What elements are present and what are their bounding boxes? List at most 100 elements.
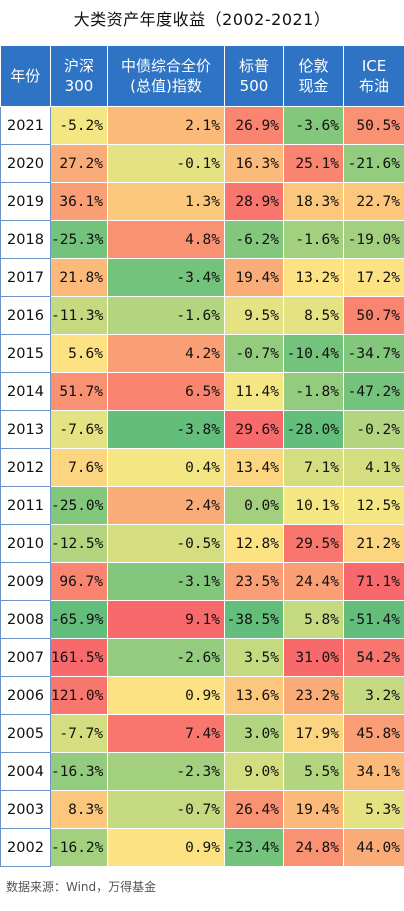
value-cell: 4.2% (107, 334, 225, 373)
value-cell: 5.6% (50, 334, 108, 373)
column-header-line: 布油 (358, 77, 389, 95)
value-cell: -16.3% (50, 752, 108, 791)
table-row: 2006 121.0% 0.9% 13.6% 23.2% 3.2% (0, 676, 404, 715)
table-row: 2016 -11.3% -1.6% 9.5% 8.5% 50.7% (0, 296, 404, 335)
value-cell: 7.1% (283, 448, 344, 487)
value-cell: 24.8% (283, 828, 344, 867)
year-cell: 2007 (0, 638, 51, 677)
value-cell: 0.9% (107, 676, 225, 715)
header-row: 年份 沪深 300 中债综合全价 (总值)指数 标普 500 伦敦 现金 ICE 布油 (0, 46, 404, 107)
value-cell: 5.5% (283, 752, 344, 791)
value-cell: 10.1% (283, 486, 344, 525)
value-cell: -65.9% (50, 600, 108, 639)
year-cell: 2012 (0, 448, 51, 487)
column-header: 中债综合全价 (总值)指数 (107, 46, 225, 107)
value-cell: 50.5% (343, 106, 404, 145)
value-cell: 3.0% (224, 714, 284, 753)
column-header-line: 沪深 (63, 57, 94, 75)
value-cell: -0.5% (107, 524, 225, 563)
year-cell: 2010 (0, 524, 51, 563)
table-row: 2005 -7.7% 7.4% 3.0% 17.9% 45.8% (0, 714, 404, 753)
value-cell: 2.1% (107, 106, 225, 145)
table-row: 2009 96.7% -3.1% 23.5% 24.4% 71.1% (0, 562, 404, 601)
value-cell: 161.5% (50, 638, 108, 677)
year-cell: 2018 (0, 220, 51, 259)
year-cell: 2005 (0, 714, 51, 753)
table-row: 2017 21.8% -3.4% 19.4% 13.2% 17.2% (0, 258, 404, 297)
value-cell: 51.7% (50, 372, 108, 411)
year-cell: 2016 (0, 296, 51, 335)
year-cell: 2017 (0, 258, 51, 297)
value-cell: 12.8% (224, 524, 284, 563)
table-body: 2021 -5.2% 2.1% 26.9% -3.6% 50.5% 2020 27.2% -0.… (0, 106, 404, 867)
value-cell: 13.2% (283, 258, 344, 297)
table-row: 2012 7.6% 0.4% 13.4% 7.1% 4.1% (0, 448, 404, 487)
value-cell: 29.6% (224, 410, 284, 449)
value-cell: 4.8% (107, 220, 225, 259)
value-cell: -11.3% (50, 296, 108, 335)
value-cell: 24.4% (283, 562, 344, 601)
value-cell: 2.4% (107, 486, 225, 525)
value-cell: 45.8% (343, 714, 404, 753)
table-row: 2020 27.2% -0.1% 16.3% 25.1% -21.6% (0, 144, 404, 183)
value-cell: 16.3% (224, 144, 284, 183)
value-cell: 21.8% (50, 258, 108, 297)
table-row: 2015 5.6% 4.2% -0.7% -10.4% -34.7% (0, 334, 404, 373)
value-cell: 50.7% (343, 296, 404, 335)
value-cell: -38.5% (224, 600, 284, 639)
value-cell: -16.2% (50, 828, 108, 867)
value-cell: -2.3% (107, 752, 225, 791)
value-cell: -7.7% (50, 714, 108, 753)
value-cell: -3.6% (283, 106, 344, 145)
column-header: 沪深 300 (50, 46, 108, 107)
year-cell: 2019 (0, 182, 51, 221)
chart-title: 大类资产年度收益（2002-2021） (73, 10, 331, 29)
table-row: 2013 -7.6% -3.8% 29.6% -28.0% -0.2% (0, 410, 404, 449)
value-cell: 18.3% (283, 182, 344, 221)
value-cell: -7.6% (50, 410, 108, 449)
value-cell: -3.8% (107, 410, 225, 449)
column-header-line: 中债综合全价 (120, 57, 211, 75)
value-cell: 3.2% (343, 676, 404, 715)
value-cell: 36.1% (50, 182, 108, 221)
value-cell: 0.0% (224, 486, 284, 525)
value-cell: 121.0% (50, 676, 108, 715)
value-cell: 12.5% (343, 486, 404, 525)
value-cell: 9.5% (224, 296, 284, 335)
value-cell: 31.0% (283, 638, 344, 677)
value-cell: 22.7% (343, 182, 404, 221)
column-header-line: 年份 (10, 67, 41, 85)
value-cell: 25.1% (283, 144, 344, 183)
value-cell: -19.0% (343, 220, 404, 259)
source-note: 数据来源：Wind，万得基金 (6, 880, 157, 894)
value-cell: -5.2% (50, 106, 108, 145)
value-cell: 13.6% (224, 676, 284, 715)
value-cell: -6.2% (224, 220, 284, 259)
column-header-line: 300 (64, 77, 94, 95)
value-cell: -10.4% (283, 334, 344, 373)
value-cell: 7.4% (107, 714, 225, 753)
value-cell: 4.1% (343, 448, 404, 487)
value-cell: 21.2% (343, 524, 404, 563)
value-cell: 71.1% (343, 562, 404, 601)
value-cell: 8.3% (50, 790, 108, 829)
value-cell: 26.9% (224, 106, 284, 145)
table-row: 2021 -5.2% 2.1% 26.9% -3.6% 50.5% (0, 106, 404, 145)
value-cell: 54.2% (343, 638, 404, 677)
value-cell: 29.5% (283, 524, 344, 563)
year-cell: 2013 (0, 410, 51, 449)
table-row: 2011 -25.0% 2.4% 0.0% 10.1% 12.5% (0, 486, 404, 525)
year-cell: 2020 (0, 144, 51, 183)
value-cell: 6.5% (107, 372, 225, 411)
value-cell: 23.2% (283, 676, 344, 715)
column-header-line: 现金 (298, 77, 329, 95)
value-cell: -2.6% (107, 638, 225, 677)
year-cell: 2003 (0, 790, 51, 829)
value-cell: 8.5% (283, 296, 344, 335)
column-header-line: ICE (361, 57, 387, 75)
value-cell: 26.4% (224, 790, 284, 829)
value-cell: 19.4% (283, 790, 344, 829)
value-cell: 11.4% (224, 372, 284, 411)
value-cell: -25.3% (50, 220, 108, 259)
value-cell: -0.7% (107, 790, 225, 829)
